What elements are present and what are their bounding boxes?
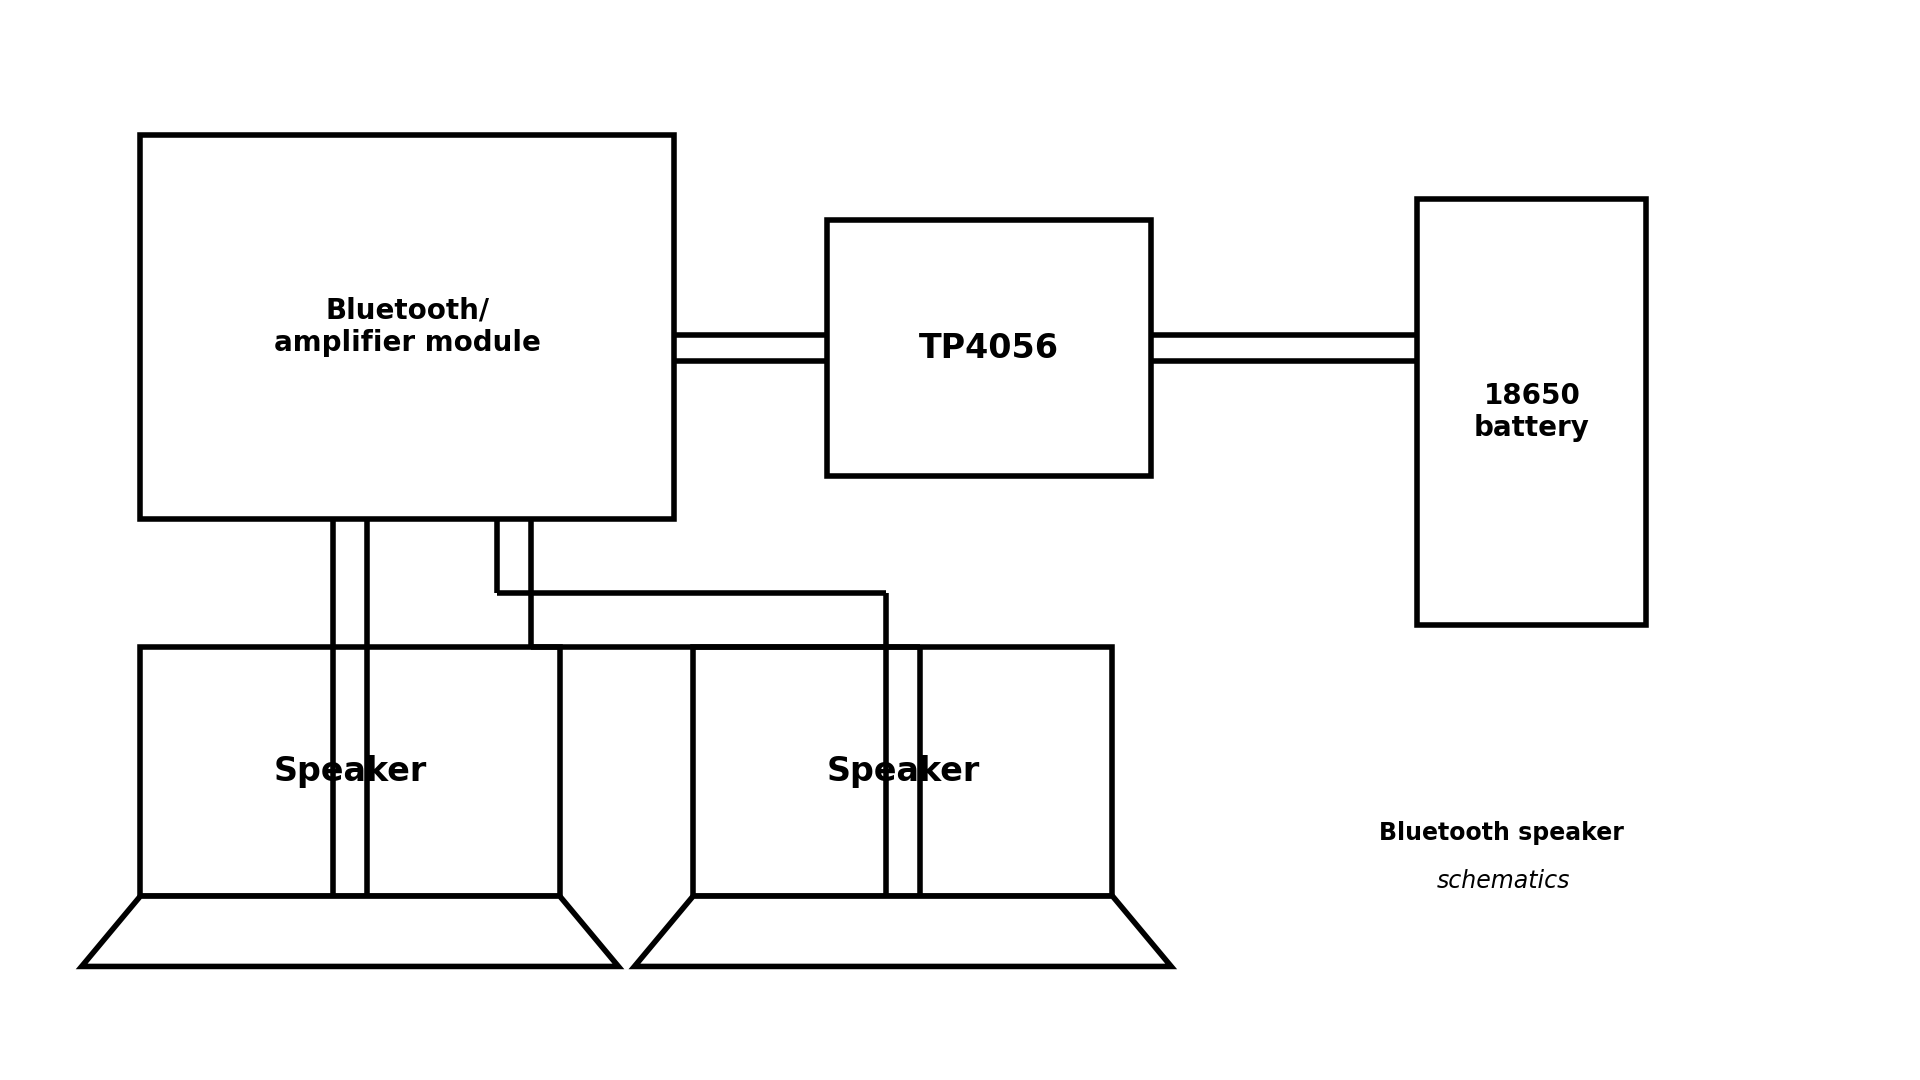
Text: Bluetooth speaker: Bluetooth speaker — [1379, 821, 1624, 846]
Text: 18650
battery: 18650 battery — [1475, 382, 1590, 443]
Text: TP4056: TP4056 — [918, 332, 1058, 365]
Polygon shape — [634, 896, 1171, 967]
Text: Speaker: Speaker — [826, 755, 979, 787]
Text: schematics: schematics — [1436, 869, 1571, 893]
Bar — [828, 220, 1150, 476]
Bar — [140, 647, 561, 896]
Bar — [1417, 199, 1645, 625]
Polygon shape — [83, 896, 618, 967]
Bar — [140, 135, 674, 518]
Text: Speaker: Speaker — [273, 755, 426, 787]
Text: Bluetooth/
amplifier module: Bluetooth/ amplifier module — [275, 297, 541, 357]
Bar — [693, 647, 1112, 896]
